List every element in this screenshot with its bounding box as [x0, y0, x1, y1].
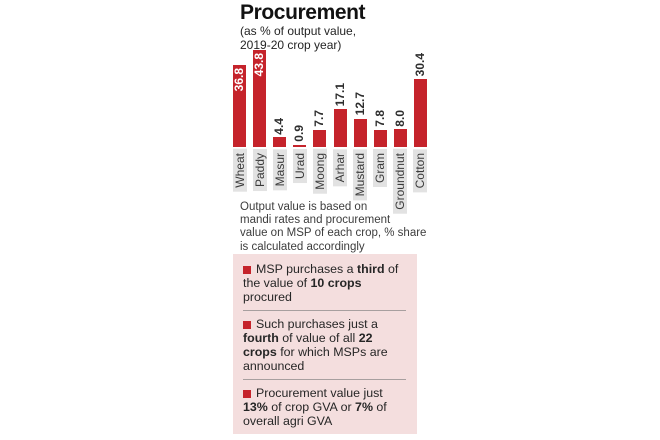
category-column: Paddy — [253, 149, 267, 192]
bar-value-text: 30.4 — [412, 53, 427, 77]
category-column: Gram — [373, 149, 387, 187]
insight-item: MSP purchases a third of the value of 10… — [243, 262, 408, 304]
category-column: Arhar — [333, 149, 347, 187]
bar-paddy — [253, 49, 267, 147]
bar-groundnut — [393, 129, 407, 147]
bullet-square-icon — [243, 389, 251, 398]
category-column: Wheat — [233, 149, 247, 192]
bar-column-groundnut: 8.0 — [393, 47, 407, 147]
bar-column-arhar: 17.1 — [332, 47, 347, 147]
insight-divider — [243, 379, 406, 380]
bar-value-text: 0.9 — [292, 125, 307, 142]
category-label-paddy: Paddy — [253, 149, 267, 192]
category-label-moong: Moong — [313, 149, 327, 194]
insight-bold-text: 10 crops — [310, 276, 362, 290]
insight-text: of crop GVA or — [267, 400, 356, 414]
bullet-square-icon — [243, 265, 251, 274]
category-column: Cotton — [413, 149, 427, 193]
bar-value-text: 43.8 — [252, 52, 267, 77]
insight-panel: MSP purchases a third of the value of 10… — [233, 254, 417, 434]
category-label-masur: Masur — [273, 149, 287, 191]
bar-value-label: 0.9 — [287, 125, 312, 142]
bar-value-label: 30.4 — [408, 53, 433, 76]
insight-item: Such purchases just a fourth of value of… — [243, 317, 408, 373]
category-column: Moong — [313, 149, 327, 194]
bar-wheat — [233, 65, 246, 147]
category-column: Urad — [293, 149, 307, 184]
insight-bold-text: fourth — [243, 331, 279, 345]
bar-value-label: 43.8 — [247, 53, 272, 76]
bar-value-text: 36.8 — [232, 68, 246, 92]
bar-column-gram: 7.8 — [372, 47, 387, 147]
bar-column-moong: 7.7 — [312, 47, 327, 147]
category-label-gram: Gram — [373, 149, 387, 187]
bar-gram — [373, 129, 387, 147]
bar-column-mustard: 12.7 — [352, 47, 367, 147]
bar-masur — [273, 137, 287, 147]
insight-text: MSP purchases a — [256, 262, 358, 276]
insight-text: of value of all — [278, 331, 359, 345]
chart-subtitle-line1: (as % of output value, — [240, 24, 357, 38]
footnote-line: is calculated accordingly — [240, 240, 365, 253]
insight-text: procured — [243, 290, 292, 304]
insight-bold-text: 7% — [355, 400, 373, 414]
bar-arhar — [333, 109, 347, 147]
bar-column-wheat: 36.8 — [232, 47, 246, 147]
category-label-cotton: Cotton — [413, 149, 427, 193]
insight-bold-text: 22 crops — [243, 331, 373, 359]
chart-footnote: Output value is based on mandi rates and … — [240, 201, 430, 254]
chart-title: Procurement — [240, 1, 366, 24]
bar-cotton — [413, 79, 427, 147]
insight-bold-text: third — [357, 262, 385, 276]
bar-value-text: 12.7 — [352, 92, 367, 116]
bar-value-text: 7.7 — [312, 110, 327, 127]
footnote-line: Output value is based on — [240, 201, 368, 213]
bar-mustard — [353, 118, 367, 147]
category-label-urad: Urad — [293, 149, 307, 184]
category-label-arhar: Arhar — [333, 149, 347, 187]
bar-value-text: 7.8 — [372, 109, 387, 127]
chart-subtitle: (as % of output value, 2019-20 crop year… — [240, 24, 357, 52]
insight-text: for which MSPs are announced — [243, 345, 388, 373]
insight-divider — [243, 310, 406, 311]
bullet-square-icon — [243, 320, 251, 329]
footnote-line: value on MSP of each crop, % share — [240, 227, 427, 240]
insight-text: of the value of — [243, 262, 399, 290]
category-column: Masur — [273, 149, 287, 191]
bar-urad — [293, 145, 307, 147]
bar-value-text: 4.4 — [272, 117, 287, 135]
bar-column-paddy: 43.8 — [252, 47, 267, 147]
category-column: Mustard — [353, 149, 367, 201]
bar-value-label: 8.0 — [388, 110, 413, 127]
bar-chart-plot: 36.8 43.8 4.4 0.9 7.7 17.1 12.7 7.8 8.0 30.4 — [232, 47, 427, 147]
bar-column-urad: 0.9 — [292, 47, 307, 147]
category-label-wheat: Wheat — [233, 149, 247, 192]
insight-text: of overall agri GVA — [243, 400, 387, 428]
bar-value-text: 8.0 — [392, 109, 407, 127]
category-label-mustard: Mustard — [353, 149, 367, 201]
bar-value-text: 17.1 — [332, 82, 347, 106]
bar-moong — [313, 129, 327, 147]
insight-text: Procurement value just — [256, 386, 383, 400]
chart-subtitle-line2: 2019-20 crop year) — [240, 37, 342, 52]
insight-bold-text: 13% — [243, 400, 268, 414]
insight-item: Procurement value just 13% of crop GVA o… — [243, 386, 408, 428]
bar-value-label: 7.7 — [307, 110, 332, 127]
footnote-line: mandi rates and procurement — [240, 214, 391, 227]
insight-text: Such purchases just a — [256, 317, 378, 331]
bar-column-masur: 4.4 — [272, 47, 287, 147]
bar-column-cotton: 30.4 — [413, 47, 427, 147]
